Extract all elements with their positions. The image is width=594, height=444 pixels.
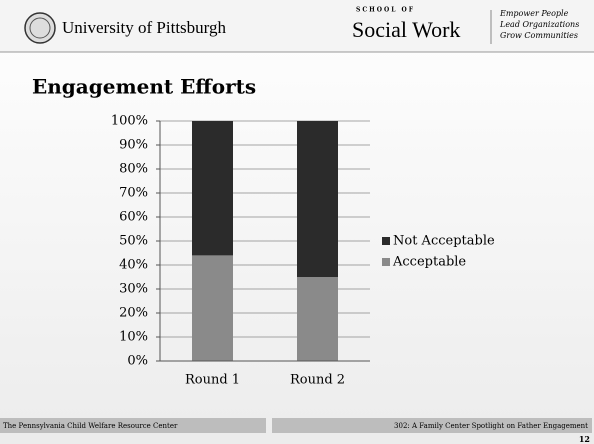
y-tick-label: 30%	[119, 282, 148, 297]
y-tick-label: 10%	[119, 330, 148, 345]
legend-swatch	[382, 237, 390, 245]
y-tick-label: 90%	[119, 138, 148, 153]
tagline: Empower People	[499, 9, 569, 18]
footer-left-box	[0, 418, 266, 433]
bar-segment	[297, 277, 338, 361]
y-tick-label: 20%	[119, 306, 148, 321]
page-number: 12	[579, 434, 590, 444]
y-tick-label: 0%	[127, 354, 148, 369]
bar-segment	[192, 255, 233, 361]
y-tick-label: 80%	[119, 162, 148, 177]
chart-title: Engagement Efforts	[32, 75, 256, 99]
y-tick-label: 40%	[119, 258, 148, 273]
legend-label: Acceptable	[392, 255, 466, 270]
y-tick-label: 100%	[111, 114, 148, 129]
bar-segment	[192, 121, 233, 256]
bar-segment	[297, 121, 338, 277]
y-tick-label: 60%	[119, 210, 148, 225]
school-name: Social Work	[352, 17, 460, 42]
footer-right-box	[272, 418, 592, 433]
seal-logo	[24, 12, 56, 44]
legend-label: Not Acceptable	[393, 234, 495, 249]
x-tick-label: Round 1	[185, 373, 240, 388]
y-tick-label: 70%	[119, 186, 148, 201]
legend-swatch	[382, 258, 390, 266]
plot: 0% 10% 20% 30% 40% 50% 60% 70% 80% 90% 100% Round 1…	[111, 114, 495, 388]
footer-left: The Pennsylvania Child Welfare Resource …	[3, 422, 178, 430]
school-of: SCHOOL OF	[356, 7, 415, 14]
tagline: Grow Communities	[500, 31, 578, 40]
seal-inner	[29, 17, 51, 39]
footer-right: 302: A Family Center Spotlight on Father…	[394, 422, 588, 430]
y-tick-label: 50%	[119, 234, 148, 249]
tagline: Lead Organizations	[499, 20, 579, 29]
header-bar	[0, 0, 594, 52]
x-tick-label: Round 2	[290, 373, 345, 388]
university-name: University of Pittsburgh	[62, 18, 227, 37]
